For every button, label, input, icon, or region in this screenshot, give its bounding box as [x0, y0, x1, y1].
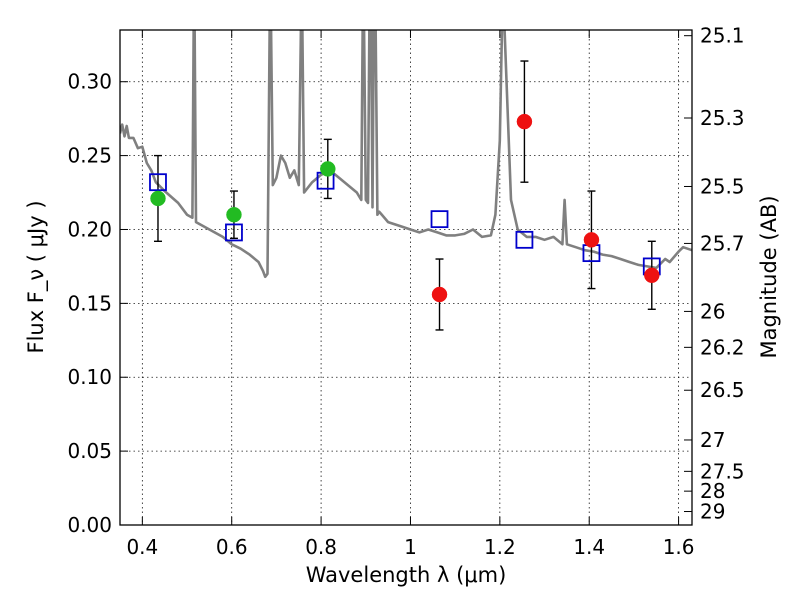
observed-flux-point — [150, 190, 166, 207]
x-tick-label: 0.4 — [126, 535, 158, 559]
model-photometry-square — [225, 223, 243, 242]
y-tick-label: 0.20 — [67, 217, 112, 241]
x-tick-label: 0.8 — [305, 535, 337, 559]
x-tick-label: 1.2 — [484, 535, 516, 559]
observed-flux-point — [226, 206, 242, 223]
magnitude-tick-label: 27.5 — [700, 459, 745, 483]
magnitude-tick-label: 25.5 — [700, 174, 745, 198]
model-photometry-square — [515, 230, 534, 249]
magnitude-tick-label: 26.5 — [700, 378, 745, 402]
observed-flux-point — [644, 267, 660, 284]
y-tick-label: 0.15 — [67, 291, 112, 315]
y-tick-label: 0.30 — [67, 70, 112, 94]
observed-flux-point — [431, 286, 448, 303]
x-tick-label: 0.6 — [216, 535, 248, 559]
model-spectrum — [120, 30, 692, 279]
magnitude-tick-label: 25.1 — [700, 24, 745, 48]
y-axis-label: Flux F_ν ( μJy ) — [24, 200, 49, 353]
y-tick-label: 0.10 — [67, 365, 112, 389]
magnitude-axis-label: Magnitude (AB) — [757, 195, 781, 358]
magnitude-tick-label: 28 — [700, 479, 725, 503]
x-tick-label: 1 — [404, 535, 417, 559]
x-tick-label: 1.4 — [573, 535, 605, 559]
model-photometry-square — [149, 173, 167, 192]
plot-frame — [119, 29, 693, 526]
grid-lines — [120, 30, 692, 526]
x-tick-label: 1.6 — [663, 535, 695, 559]
magnitude-tick-label: 26 — [700, 299, 725, 323]
observed-flux-point — [516, 113, 533, 130]
magnitude-tick-label: 27 — [700, 428, 725, 452]
magnitude-tick-label: 25.7 — [700, 231, 745, 255]
x-axis-label: Wavelength λ (μm) — [306, 563, 507, 587]
magnitude-tick-label: 25.3 — [700, 106, 745, 130]
observed-flux-point — [583, 232, 600, 248]
magnitude-tick-label: 29 — [700, 500, 725, 524]
y-tick-label: 0.00 — [67, 513, 112, 537]
observed-flux-point — [320, 161, 336, 177]
y-tick-label: 0.05 — [67, 439, 112, 463]
data-markers — [149, 60, 661, 331]
model-spectrum-line — [120, 30, 692, 279]
model-photometry-square — [430, 210, 449, 229]
axis-ticks: 0.4 0.6 0.8 1 1.2 1.4 1.6 0.00 0.05 0.10 0.15 0.20 0… — [67, 24, 744, 559]
magnitude-tick-label: 26.2 — [700, 335, 745, 359]
y-tick-label: 0.25 — [67, 144, 112, 168]
